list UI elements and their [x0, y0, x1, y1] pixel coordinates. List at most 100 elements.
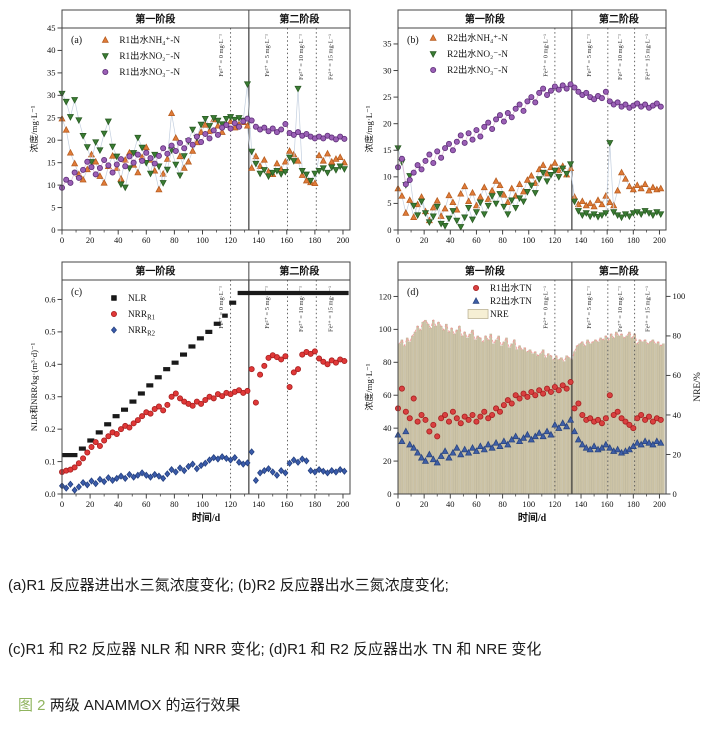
svg-text:180: 180: [309, 499, 322, 509]
svg-text:40: 40: [47, 45, 56, 55]
svg-text:第二阶段: 第二阶段: [599, 265, 639, 278]
svg-text:0.3: 0.3: [45, 392, 56, 402]
svg-text:20: 20: [86, 499, 95, 509]
svg-text:0: 0: [396, 499, 400, 509]
svg-text:35: 35: [47, 68, 56, 78]
svg-text:60: 60: [472, 235, 481, 245]
svg-text:浓度/mg·L⁻¹: 浓度/mg·L⁻¹: [28, 105, 39, 152]
svg-text:60: 60: [673, 370, 682, 380]
svg-text:40: 40: [114, 499, 123, 509]
svg-text:200: 200: [337, 499, 350, 509]
svg-text:0: 0: [60, 235, 64, 245]
svg-text:Fe²⁺ = 5 mg·L⁻¹: Fe²⁺ = 5 mg·L⁻¹: [586, 286, 593, 329]
svg-text:100: 100: [379, 324, 392, 334]
svg-text:Fe²⁺ = 0 mg·L⁻¹: Fe²⁺ = 0 mg·L⁻¹: [218, 286, 225, 329]
svg-text:时间/d: 时间/d: [192, 511, 221, 524]
svg-text:15: 15: [47, 157, 56, 167]
svg-text:60: 60: [472, 499, 481, 509]
svg-text:Fe²⁺ = 15 mg·L⁻¹: Fe²⁺ = 15 mg·L⁻¹: [645, 286, 652, 332]
figure-number: 图 2: [18, 697, 46, 714]
svg-text:0.5: 0.5: [45, 327, 56, 337]
svg-text:100: 100: [522, 235, 535, 245]
svg-text:Fe²⁺ = 15 mg·L⁻¹: Fe²⁺ = 15 mg·L⁻¹: [327, 34, 334, 80]
svg-text:Fe²⁺ = 15 mg·L⁻¹: Fe²⁺ = 15 mg·L⁻¹: [645, 34, 652, 80]
svg-text:浓度/mg·L⁻¹: 浓度/mg·L⁻¹: [363, 363, 374, 410]
svg-text:200: 200: [337, 235, 350, 245]
svg-text:(c): (c): [71, 287, 82, 298]
svg-text:Fe²⁺ = 5 mg·L⁻¹: Fe²⁺ = 5 mg·L⁻¹: [586, 34, 593, 77]
svg-text:浓度/mg·L⁻¹: 浓度/mg·L⁻¹: [363, 105, 374, 152]
svg-text:第一阶段: 第一阶段: [135, 13, 175, 26]
svg-text:20: 20: [420, 499, 429, 509]
svg-text:0.6: 0.6: [45, 294, 56, 304]
svg-text:5: 5: [51, 202, 55, 212]
svg-text:NLR: NLR: [128, 294, 147, 304]
svg-text:0.0: 0.0: [45, 489, 56, 499]
svg-text:0.2: 0.2: [45, 424, 56, 434]
svg-text:R2出水TN: R2出水TN: [490, 295, 532, 307]
svg-text:100: 100: [673, 291, 686, 301]
svg-text:180: 180: [627, 235, 640, 245]
svg-text:0: 0: [387, 225, 391, 235]
svg-text:80: 80: [383, 357, 392, 367]
panel-d-chart: Fe²⁺ = 0 mg·L⁻¹ Fe²⁺ = 5 mg·L⁻¹ Fe²⁺ = 10 …: [362, 256, 714, 532]
panel-c-chart: Fe²⁺ = 0 mg·L⁻¹ Fe²⁺ = 5 mg·L⁻¹ Fe²⁺ = 10 …: [28, 256, 360, 532]
svg-text:0.1: 0.1: [45, 456, 56, 466]
caption-line-1: (a)R1 反应器进出水三氮浓度变化; (b)R2 反应器出水三氮浓度变化;: [8, 577, 449, 594]
svg-text:(a): (a): [71, 35, 82, 46]
panel-b-chart: Fe²⁺ = 0 mg·L⁻¹ Fe²⁺ = 5 mg·L⁻¹ Fe²⁺ = 10 …: [362, 4, 714, 256]
svg-text:Fe²⁺ = 10 mg·L⁻¹: Fe²⁺ = 10 mg·L⁻¹: [617, 34, 624, 80]
svg-text:Fe²⁺ = 10 mg·L⁻¹: Fe²⁺ = 10 mg·L⁻¹: [298, 34, 305, 80]
svg-text:0: 0: [673, 489, 677, 499]
svg-text:0.4: 0.4: [45, 359, 56, 369]
svg-text:160: 160: [601, 235, 614, 245]
svg-text:0: 0: [51, 225, 55, 235]
svg-text:20: 20: [47, 135, 56, 145]
svg-text:时间/d: 时间/d: [518, 511, 547, 524]
svg-text:R1出水TN: R1出水TN: [490, 282, 532, 294]
svg-text:180: 180: [309, 235, 322, 245]
svg-text:(d): (d): [407, 287, 419, 298]
svg-text:NLR和NRR/kg·(m³·d)⁻¹: NLR和NRR/kg·(m³·d)⁻¹: [29, 342, 39, 431]
svg-text:R1出水NH₄⁺-N: R1出水NH₄⁺-N: [119, 34, 180, 46]
svg-text:100: 100: [196, 499, 209, 509]
svg-text:80: 80: [498, 235, 507, 245]
svg-text:20: 20: [420, 235, 429, 245]
svg-text:40: 40: [446, 499, 455, 509]
svg-text:Fe²⁺ = 10 mg·L⁻¹: Fe²⁺ = 10 mg·L⁻¹: [617, 286, 624, 332]
svg-text:120: 120: [549, 499, 562, 509]
figure-title: 两级 ANAMMOX 的运行效果: [49, 697, 241, 714]
svg-text:Fe²⁺ = 10 mg·L⁻¹: Fe²⁺ = 10 mg·L⁻¹: [298, 286, 305, 332]
svg-text:第一阶段: 第一阶段: [465, 13, 505, 26]
svg-text:第一阶段: 第一阶段: [465, 265, 505, 278]
svg-text:0: 0: [60, 499, 64, 509]
svg-text:(b): (b): [407, 35, 419, 46]
svg-text:140: 140: [252, 235, 265, 245]
svg-text:NRRR1: NRRR1: [128, 310, 155, 321]
svg-text:0: 0: [387, 489, 391, 499]
svg-text:80: 80: [673, 331, 682, 341]
svg-text:Fe²⁺ = 5 mg·L⁻¹: Fe²⁺ = 5 mg·L⁻¹: [264, 286, 271, 329]
svg-text:160: 160: [280, 235, 293, 245]
svg-text:第二阶段: 第二阶段: [279, 265, 319, 278]
svg-text:Fe²⁺ = 15 mg·L⁻¹: Fe²⁺ = 15 mg·L⁻¹: [327, 286, 334, 332]
svg-text:80: 80: [170, 499, 179, 509]
svg-text:20: 20: [86, 235, 95, 245]
svg-text:40: 40: [446, 235, 455, 245]
svg-text:20: 20: [383, 456, 392, 466]
svg-text:160: 160: [280, 499, 293, 509]
caption-line-3: 图 2 两级 ANAMMOX 的运行效果: [18, 694, 241, 715]
svg-text:R1出水NO₃⁻-N: R1出水NO₃⁻-N: [119, 66, 180, 78]
svg-text:第二阶段: 第二阶段: [279, 13, 319, 26]
svg-text:20: 20: [673, 449, 682, 459]
svg-text:200: 200: [653, 235, 666, 245]
panel-a-chart: Fe²⁺ = 0 mg·L⁻¹ Fe²⁺ = 5 mg·L⁻¹ Fe²⁺ = 10 …: [28, 4, 360, 256]
svg-text:25: 25: [47, 113, 56, 123]
svg-text:40: 40: [383, 423, 392, 433]
svg-text:10: 10: [383, 172, 392, 182]
svg-text:Fe²⁺ = 5 mg·L⁻¹: Fe²⁺ = 5 mg·L⁻¹: [264, 34, 271, 77]
svg-text:40: 40: [673, 410, 682, 420]
svg-text:R2出水NH₄⁺-N: R2出水NH₄⁺-N: [447, 32, 508, 44]
svg-text:NRRR2: NRRR2: [128, 326, 156, 337]
svg-text:60: 60: [142, 235, 151, 245]
